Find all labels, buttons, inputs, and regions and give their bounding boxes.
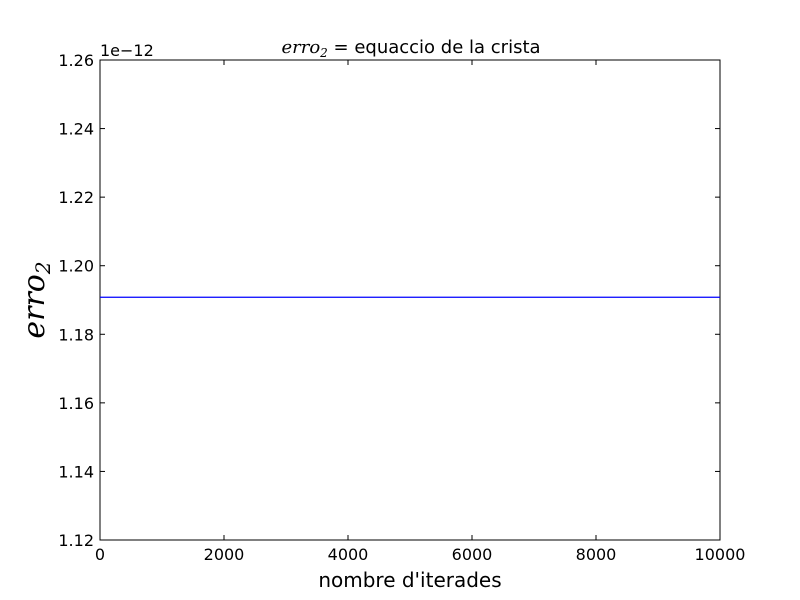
y-axis-label: erro2 xyxy=(17,261,55,338)
y-tick-label: 1.16 xyxy=(58,394,94,413)
x-tick-label: 6000 xyxy=(452,545,493,564)
y-tick-label: 1.24 xyxy=(58,120,94,139)
plot-area xyxy=(99,59,721,541)
y-tick-label: 1.14 xyxy=(58,462,94,481)
x-tick-label: 10000 xyxy=(695,545,746,564)
chart-title-math-subscript: 2 xyxy=(319,46,328,60)
chart-title-math: erro xyxy=(281,37,320,58)
chart-title: erro2 = equaccio de la crista xyxy=(281,37,540,60)
y-tick-label: 1.26 xyxy=(58,51,94,70)
y-tick-label: 1.18 xyxy=(58,325,94,344)
y-tick-label: 1.20 xyxy=(58,257,94,276)
x-axis-label: nombre d'iterades xyxy=(318,568,501,592)
y-axis-label-math: erro xyxy=(17,274,52,339)
y-tick-label: 1.22 xyxy=(58,188,94,207)
x-tick-label: 8000 xyxy=(576,545,617,564)
chart-title-equals: = xyxy=(328,37,355,58)
chart-title-text: equaccio de la crista xyxy=(354,37,540,58)
x-tick-label: 4000 xyxy=(328,545,369,564)
y-tick-label: 1.12 xyxy=(58,531,94,550)
x-tick-label: 0 xyxy=(95,545,105,564)
x-tick-label: 2000 xyxy=(204,545,245,564)
y-axis-label-math-subscript: 2 xyxy=(31,261,55,275)
y-offset-label: 1e−12 xyxy=(100,41,154,60)
